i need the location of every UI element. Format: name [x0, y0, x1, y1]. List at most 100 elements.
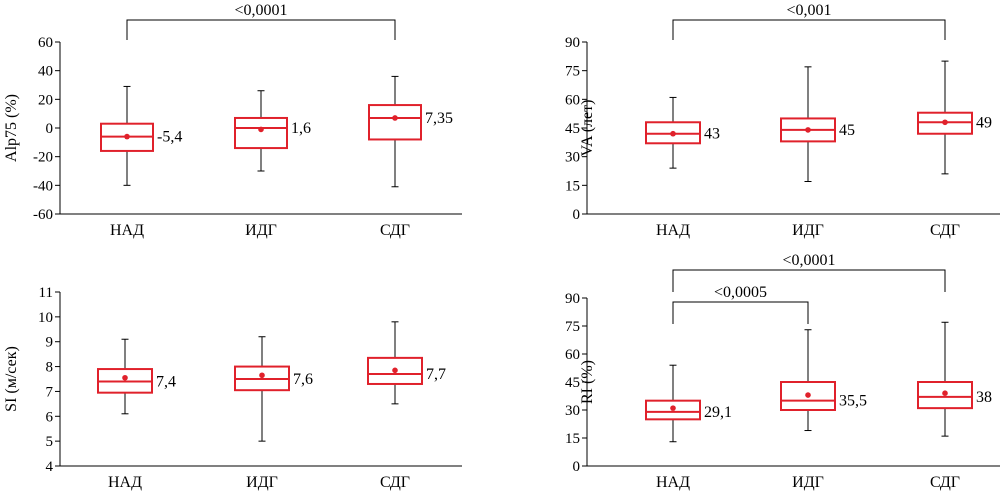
mean-dot: [805, 127, 811, 133]
chart-panel-3: 4 5 6 7 8 9 10 11 SI (м/сек) НАД ИДГ СДГ 7,4 7,6 7,7: [3, 285, 462, 491]
iqr-box: [234, 116, 288, 150]
p-value-label: <0,0001: [234, 2, 287, 19]
box-2: 35,5: [780, 329, 867, 432]
y-tick-label: 11: [39, 285, 53, 301]
box-1: -5,4: [100, 85, 182, 186]
significance-bracket: <0,001: [672, 2, 946, 40]
mean-dot: [942, 119, 948, 126]
mean-dot: [124, 133, 130, 140]
y-tick-label: 45: [565, 375, 580, 391]
y-tick-label: 90: [565, 291, 580, 307]
box-2: 45: [780, 66, 855, 183]
y-tick-label: 45: [565, 121, 580, 137]
significance-bracket: <0,0001: [672, 252, 946, 292]
median-value-label: 35,5: [839, 393, 867, 410]
y-tick-label: 30: [565, 403, 580, 419]
mean-dot: [392, 115, 398, 121]
median-value-label: 7,4: [156, 373, 176, 390]
median-value-label: 38: [976, 389, 992, 406]
box-1: 7,4: [97, 338, 176, 415]
median-value-label: 29,1: [704, 404, 732, 421]
y-tick-label: 60: [38, 35, 53, 51]
box-3: 7,35: [368, 75, 453, 188]
y-tick-label: 90: [565, 35, 580, 51]
mean-dot: [805, 392, 811, 398]
y-tick-label: 40: [38, 64, 53, 80]
significance-bracket: <0,0005: [672, 284, 809, 324]
y-tick-label: 0: [573, 207, 581, 223]
x-tick-label: СДГ: [930, 222, 960, 239]
y-tick-label: 75: [565, 319, 580, 335]
bracket-line: [672, 301, 809, 324]
y-tick-label: 15: [565, 431, 580, 447]
y-axis-label: Alp75 (%): [3, 94, 20, 162]
y-tick-label: 20: [38, 92, 53, 108]
mean-dot: [670, 130, 676, 137]
median-value-label: 1,6: [291, 120, 311, 137]
x-tick-label: НАД: [656, 222, 690, 239]
p-value-label: <0,001: [786, 2, 831, 19]
y-tick-label: 5: [46, 434, 54, 450]
y-tick-label: 4: [46, 459, 54, 475]
x-tick-label: СДГ: [930, 474, 960, 491]
median-value-label: 7,7: [426, 366, 446, 383]
x-tick-label: ИДГ: [246, 474, 278, 491]
x-tick-label: ИДГ: [792, 474, 824, 491]
y-tick-label: 0: [573, 459, 581, 475]
x-tick-label: СДГ: [380, 474, 410, 491]
y-axis-label: SI (м/сек): [3, 346, 20, 412]
bracket-line: [672, 269, 946, 292]
x-tick-label: НАД: [108, 474, 142, 491]
y-tick-label: 30: [565, 150, 580, 166]
box-3: 38: [917, 321, 992, 437]
mean-dot: [258, 126, 264, 133]
y-tick-label: 9: [46, 335, 54, 351]
chart-panel-1: -60 -40 -20 0 20 40 60 Alp75 (%) НАД ИДГ СДГ -5,4 1,…: [3, 2, 462, 239]
x-tick-label: ИДГ: [792, 222, 824, 239]
mean-dot: [392, 367, 398, 374]
significance-bracket: <0,0001: [126, 2, 396, 40]
box-1: 29,1: [645, 364, 732, 443]
p-value-label: <0,0001: [782, 252, 835, 269]
median-value-label: -5,4: [157, 129, 182, 146]
median-value-label: 45: [839, 122, 855, 139]
median-value-label: 49: [976, 114, 992, 131]
box-3: 49: [917, 60, 992, 175]
y-axis-label: VA (лет): [579, 100, 596, 157]
median-value-label: 7,6: [293, 371, 313, 388]
bracket-line: [672, 19, 946, 40]
mean-dot: [259, 372, 265, 379]
y-tick-label: 10: [38, 310, 53, 326]
mean-dot: [942, 390, 948, 397]
y-tick-label: 8: [46, 360, 54, 376]
box-2: 7,6: [234, 336, 313, 442]
mean-dot: [670, 405, 676, 411]
p-value-label: <0,0005: [714, 284, 767, 301]
x-tick-label: НАД: [656, 474, 690, 491]
y-tick-label: -20: [33, 150, 53, 166]
y-tick-label: 60: [565, 347, 580, 363]
chart-panel-2: 0 15 30 45 60 75 90 VA (лет) НАД ИДГ СДГ 43 45 49 <0,0…: [565, 2, 1000, 239]
y-axis-label: RI (%): [579, 360, 596, 404]
y-tick-label: 0: [46, 121, 54, 137]
y-tick-label: -60: [33, 207, 53, 223]
y-tick-label: 60: [565, 92, 580, 108]
box-1: 43: [645, 96, 720, 169]
y-tick-label: -40: [33, 178, 53, 194]
x-tick-label: ИДГ: [245, 222, 277, 239]
y-tick-label: 7: [46, 384, 54, 400]
box-2: 1,6: [234, 90, 311, 172]
y-tick-label: 6: [46, 409, 54, 425]
x-tick-label: СДГ: [380, 222, 410, 239]
mean-dot: [122, 374, 128, 381]
iqr-box: [368, 104, 422, 141]
chart-panel-4: 0 15 30 45 60 75 90 RI (%) НАД ИДГ СДГ 29,1 35,5 38 <0…: [565, 252, 1000, 491]
y-tick-label: 15: [565, 178, 580, 194]
x-tick-label: НАД: [110, 222, 144, 239]
median-value-label: 43: [704, 126, 720, 143]
box-3: 7,7: [367, 321, 446, 405]
bracket-line: [126, 19, 396, 40]
y-tick-label: 75: [565, 64, 580, 80]
median-value-label: 7,35: [425, 110, 453, 127]
